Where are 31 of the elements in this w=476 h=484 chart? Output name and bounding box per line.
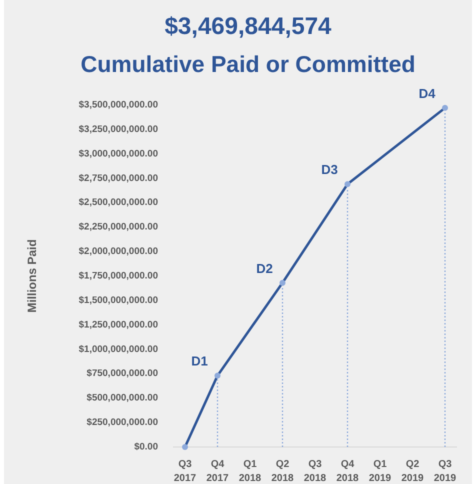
- y-tick-label: $1,750,000,000.00: [78, 270, 158, 282]
- y-axis-title: Millions Paid: [25, 239, 39, 313]
- annotation: D3: [321, 162, 338, 178]
- x-tick-label: Q3 2018: [304, 459, 327, 484]
- annotation: D2: [256, 260, 273, 276]
- y-tick-label: $2,750,000,000.00: [78, 172, 158, 184]
- x-tick-label: Q3 2017: [174, 459, 197, 484]
- x-tick-label: Q2 2019: [401, 459, 424, 484]
- x-tick-label: Q1 2018: [238, 459, 262, 484]
- chart-title: $3,469,844,574: [164, 13, 332, 40]
- y-tick-label: $1,250,000,000.00: [78, 319, 158, 330]
- y-tick-label: $250,000,000.00: [86, 417, 158, 428]
- annotation: D4: [418, 86, 436, 101]
- chart-subtitle: Cumulative Paid or Committed: [80, 51, 416, 77]
- x-tick-label: Q3 2019: [434, 459, 457, 484]
- y-tick-label: $2,250,000,000.00: [78, 222, 158, 233]
- y-tick-label: $3,000,000,000.00: [78, 148, 158, 160]
- y-tick-label: $0.00: [134, 442, 158, 452]
- y-tick-label: $2,500,000,000.00: [78, 197, 158, 208]
- y-tick-label: $3,500,000,000.00: [78, 100, 158, 110]
- y-tick-label: $3,250,000,000.00: [78, 124, 158, 135]
- x-tick-label: Q4 2017: [206, 459, 230, 484]
- x-tick-label: Q1 2019: [368, 459, 392, 484]
- y-tick-label: $1,000,000,000.00: [78, 344, 158, 355]
- y-tick-label: $750,000,000.00: [86, 368, 158, 380]
- x-tick-label: Q2 2018: [271, 459, 294, 484]
- x-tick-label: Q4 2018: [336, 459, 360, 484]
- y-tick-label: $1,500,000,000.00: [78, 294, 158, 306]
- annotation: D1: [191, 354, 208, 369]
- y-tick-label: $500,000,000.00: [86, 392, 158, 404]
- y-tick-label: $2,000,000,000.00: [78, 246, 158, 258]
